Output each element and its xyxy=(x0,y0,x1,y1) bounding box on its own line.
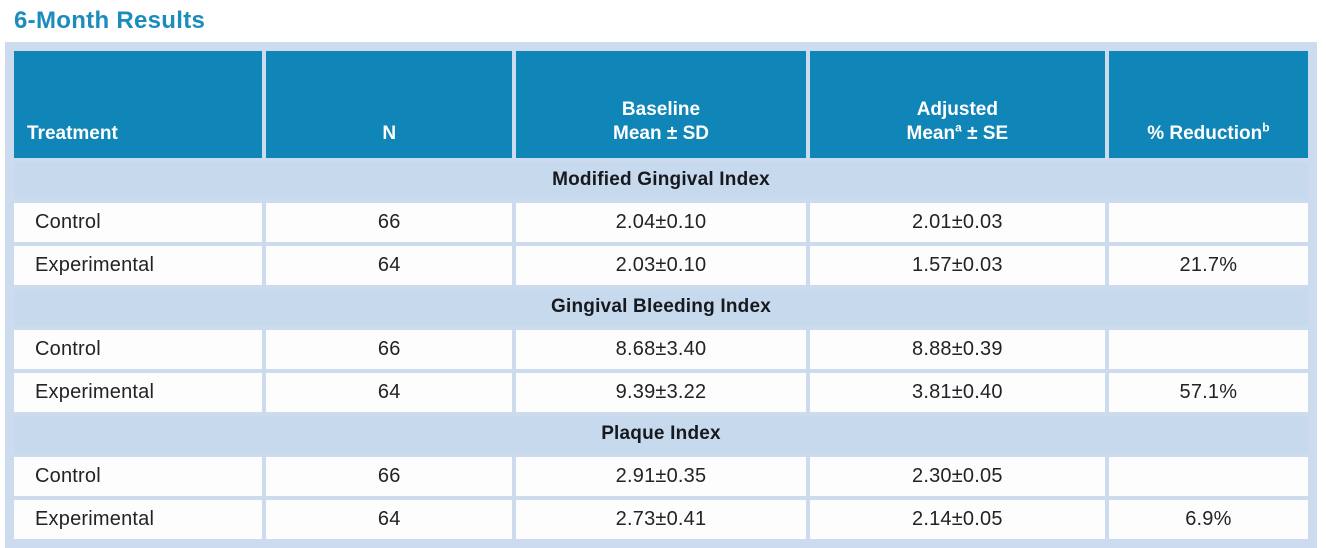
baseline-cell: 2.04±0.10 xyxy=(516,203,806,242)
treatment-cell: Control xyxy=(14,330,263,369)
adjusted-cell: 2.01±0.03 xyxy=(809,203,1105,242)
table-row: Control 66 2.04±0.10 2.01±0.03 xyxy=(14,203,1308,242)
adjusted-mean-label: Mean xyxy=(906,123,956,144)
page-title: 6-Month Results xyxy=(14,7,206,34)
table-row: Experimental 64 9.39±3.22 3.81±0.40 57.1… xyxy=(14,373,1308,412)
treatment-cell: Experimental xyxy=(14,500,263,539)
adjusted-cell: 2.30±0.05 xyxy=(809,457,1105,496)
baseline-cell: 2.91±0.35 xyxy=(516,457,806,496)
adjusted-cell: 8.88±0.39 xyxy=(809,330,1105,369)
adjusted-header-line1: Adjusted xyxy=(916,99,998,120)
treatment-cell: Control xyxy=(14,457,263,496)
section-band-row: Modified Gingival Index xyxy=(14,162,1308,199)
footnote-marker-b: b xyxy=(1262,120,1270,135)
adjusted-cell: 3.81±0.40 xyxy=(809,373,1105,412)
footnote-marker-a: a xyxy=(955,120,962,135)
column-header-treatment: Treatment xyxy=(14,51,263,158)
baseline-cell: 2.73±0.41 xyxy=(516,500,806,539)
reduction-cell xyxy=(1108,203,1308,242)
baseline-header-line2: Mean ± SD xyxy=(613,123,709,144)
results-table: Treatment N Baseline Mean ± SD Adjusted … xyxy=(10,47,1312,543)
treatment-cell: Control xyxy=(14,203,263,242)
n-cell: 66 xyxy=(266,330,513,369)
reduction-cell: 6.9% xyxy=(1108,500,1308,539)
baseline-cell: 8.68±3.40 xyxy=(516,330,806,369)
n-cell: 64 xyxy=(266,500,513,539)
table-row: Control 66 8.68±3.40 8.88±0.39 xyxy=(14,330,1308,369)
column-header-adjusted: Adjusted Meana ± SE xyxy=(809,51,1105,158)
table-row: Experimental 64 2.73±0.41 2.14±0.05 6.9% xyxy=(14,500,1308,539)
column-header-baseline: Baseline Mean ± SD xyxy=(516,51,806,158)
section-title-modified-gingival-index: Modified Gingival Index xyxy=(14,162,1308,199)
section-band-row: Plaque Index xyxy=(14,416,1308,453)
section-title-gingival-bleeding-index: Gingival Bleeding Index xyxy=(14,289,1308,326)
table-row: Experimental 64 2.03±0.10 1.57±0.03 21.7… xyxy=(14,246,1308,285)
section-band-row: Gingival Bleeding Index xyxy=(14,289,1308,326)
treatment-cell: Experimental xyxy=(14,246,263,285)
table-row: Control 66 2.91±0.35 2.30±0.05 xyxy=(14,457,1308,496)
baseline-header-line1: Baseline xyxy=(621,99,701,120)
adjusted-header-line2: Meana ± SE xyxy=(810,122,1105,146)
reduction-cell xyxy=(1108,330,1308,369)
n-cell: 66 xyxy=(266,457,513,496)
section-title-plaque-index: Plaque Index xyxy=(14,416,1308,453)
n-cell: 64 xyxy=(266,373,513,412)
reduction-label: % Reduction xyxy=(1147,123,1263,144)
reduction-cell xyxy=(1108,457,1308,496)
baseline-cell: 9.39±3.22 xyxy=(516,373,806,412)
baseline-cell: 2.03±0.10 xyxy=(516,246,806,285)
n-cell: 64 xyxy=(266,246,513,285)
column-header-n: N xyxy=(266,51,513,158)
adjusted-cell: 2.14±0.05 xyxy=(809,500,1105,539)
reduction-cell: 21.7% xyxy=(1108,246,1308,285)
reduction-cell: 57.1% xyxy=(1108,373,1308,412)
treatment-cell: Experimental xyxy=(14,373,263,412)
column-header-reduction: % Reductionb xyxy=(1108,51,1308,158)
header-row: Treatment N Baseline Mean ± SD Adjusted … xyxy=(14,51,1308,158)
adjusted-cell: 1.57±0.03 xyxy=(809,246,1105,285)
results-table-frame: Treatment N Baseline Mean ± SD Adjusted … xyxy=(5,42,1317,548)
adjusted-se-label: ± SE xyxy=(961,123,1009,144)
n-cell: 66 xyxy=(266,203,513,242)
